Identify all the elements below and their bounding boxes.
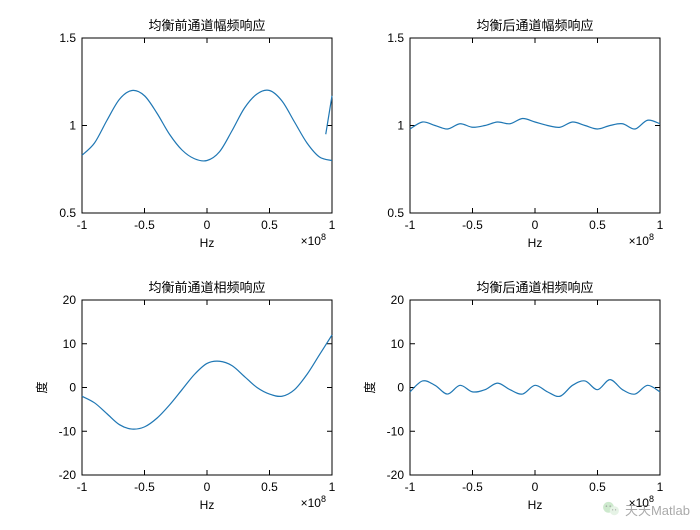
figure-container: 0.5 1 1.5 -1 -0.5 0 0.5 1 均衡前通道幅频响应 Hz ×108 0.5 1 1.5… [0, 0, 700, 525]
ylabel: 度 [362, 381, 377, 393]
xtick-label: -0.5 [134, 218, 155, 232]
xtick-label: -1 [77, 218, 88, 232]
xtick-label: 1 [329, 480, 336, 494]
xtick-label: 1 [657, 480, 664, 494]
subplot-bl: -20 -10 0 10 20 -1 -0.5 0 0.5 1 均衡前通道相频响应 Hz ×108 度 [34, 280, 336, 512]
watermark: 天天Matlab [601, 499, 690, 519]
ytick-label: -10 [59, 424, 77, 438]
xtick-label: -0.5 [134, 480, 155, 494]
xtick-label: 0 [204, 480, 211, 494]
ytick-label: 1.5 [387, 31, 404, 45]
x-exponent: ×108 [629, 232, 654, 248]
axes-title: 均衡前通道幅频响应 [148, 18, 265, 33]
ytick-label: 0.5 [59, 206, 76, 220]
ytick-label: 20 [63, 293, 77, 307]
subplot-tr: 0.5 1 1.5 -1 -0.5 0 0.5 1 均衡后通道幅频响应 Hz ×108 [387, 18, 663, 250]
x-exponent: ×108 [301, 232, 326, 248]
data-line [82, 90, 332, 161]
ytick-label: 1.5 [59, 31, 76, 45]
axes-box [410, 300, 660, 475]
figure-svg: 0.5 1 1.5 -1 -0.5 0 0.5 1 均衡前通道幅频响应 Hz ×108 0.5 1 1.5… [0, 0, 700, 525]
xlabel: Hz [200, 236, 215, 250]
xtick-label: -0.5 [462, 480, 483, 494]
xlabel: Hz [528, 236, 543, 250]
x-exponent: ×108 [301, 494, 326, 510]
ytick-label: 0 [69, 381, 76, 395]
watermark-text: 天天Matlab [625, 500, 690, 519]
ytick-label: -20 [59, 468, 77, 482]
xlabel: Hz [528, 498, 543, 512]
xtick-label: 1 [329, 218, 336, 232]
subplot-br: -20-1001020-1-0.500.51均衡后通道相频响应Hz×108度 [362, 280, 664, 512]
data-line [410, 380, 660, 397]
axes-box [82, 300, 332, 475]
xtick-label: 0 [532, 480, 539, 494]
xtick-label: 0 [204, 218, 211, 232]
xtick-label: 0 [532, 218, 539, 232]
ytick-label: 1 [397, 119, 404, 133]
wechat-icon [601, 499, 621, 519]
data-line [82, 335, 332, 429]
xtick-label: -1 [405, 218, 416, 232]
axes-title: 均衡后通道幅频响应 [476, 18, 593, 33]
ytick-label: 0.5 [387, 206, 404, 220]
ytick-label: -20 [387, 468, 405, 482]
xtick-label: 0.5 [589, 480, 606, 494]
data-line [410, 118, 660, 129]
ylabel: 度 [34, 381, 49, 393]
xtick-label: -1 [405, 480, 416, 494]
xtick-label: -1 [77, 480, 88, 494]
axes-box [410, 38, 660, 213]
axes-title: 均衡后通道相频响应 [476, 280, 593, 295]
ytick-label: 1 [69, 119, 76, 133]
ytick-label: 10 [63, 337, 77, 351]
xtick-label: 0.5 [261, 218, 278, 232]
ytick-label: 20 [391, 293, 405, 307]
ytick-label: 10 [391, 337, 405, 351]
data-line-2 [326, 96, 332, 135]
axes-box [82, 38, 332, 213]
ytick-label: -10 [387, 424, 405, 438]
axes-title: 均衡前通道相频响应 [148, 280, 265, 295]
xlabel: Hz [200, 498, 215, 512]
subplot-tl: 0.5 1 1.5 -1 -0.5 0 0.5 1 均衡前通道幅频响应 Hz ×108 [59, 18, 335, 250]
xtick-label: 0.5 [589, 218, 606, 232]
ytick-label: 0 [397, 381, 404, 395]
xtick-label: -0.5 [462, 218, 483, 232]
xtick-label: 0.5 [261, 480, 278, 494]
xtick-label: 1 [657, 218, 664, 232]
